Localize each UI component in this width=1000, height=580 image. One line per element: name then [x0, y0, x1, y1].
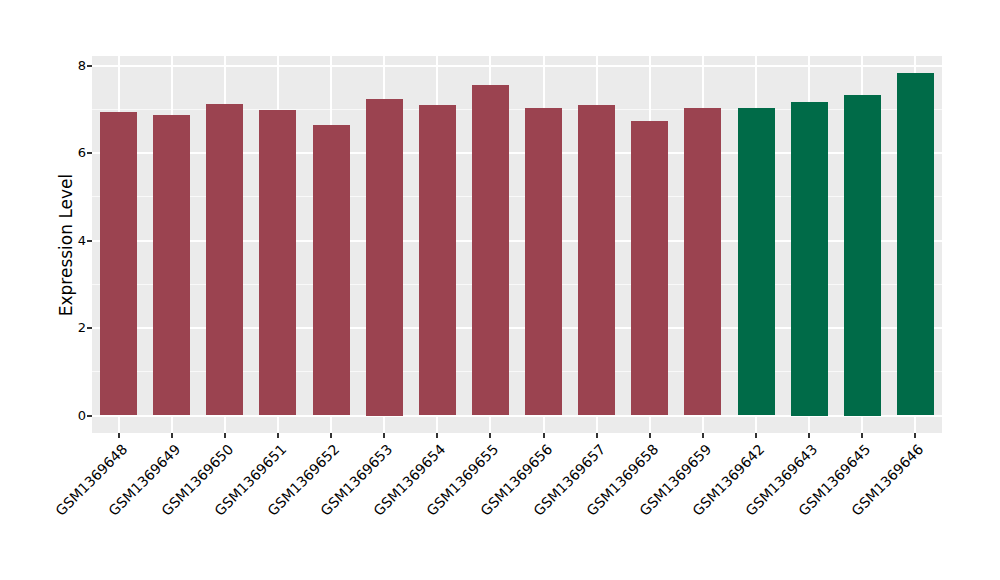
bar-GSM1369643 — [791, 102, 828, 415]
bar-GSM1369659 — [684, 108, 721, 416]
bar-GSM1369658 — [631, 121, 668, 415]
x-tick-label: GSM1369649 — [87, 441, 183, 537]
x-tick-label: GSM1369659 — [618, 441, 714, 537]
bar-GSM1369642 — [738, 108, 775, 416]
y-tick-label: 8 — [58, 57, 86, 75]
x-tick-label: GSM1369654 — [352, 441, 448, 537]
x-tick-mark — [277, 433, 279, 438]
x-tick-label: GSM1369650 — [140, 441, 236, 537]
bar-GSM1369653 — [366, 99, 403, 416]
x-tick-mark — [330, 433, 332, 438]
x-tick-label: GSM1369645 — [777, 441, 873, 537]
y-tick-mark — [87, 327, 92, 329]
x-tick-label: GSM1369646 — [831, 441, 927, 537]
bar-GSM1369654 — [419, 105, 456, 415]
bar-GSM1369650 — [206, 104, 243, 416]
x-tick-mark — [649, 433, 651, 438]
bar-GSM1369651 — [259, 110, 296, 416]
x-tick-mark — [224, 433, 226, 438]
bar-GSM1369655 — [472, 85, 509, 416]
x-tick-label: GSM1369657 — [512, 441, 608, 537]
y-tick-mark — [87, 65, 92, 67]
bar-GSM1369646 — [897, 73, 934, 415]
x-tick-mark — [596, 433, 598, 438]
x-tick-mark — [489, 433, 491, 438]
x-tick-mark — [861, 433, 863, 438]
y-tick-label: 6 — [58, 144, 86, 162]
x-tick-label: GSM1369656 — [459, 441, 555, 537]
bar-GSM1369652 — [313, 125, 350, 416]
x-tick-mark — [543, 433, 545, 438]
y-tick-label: 0 — [58, 407, 86, 425]
y-tick-mark — [87, 152, 92, 154]
gridline-horizontal-major — [92, 65, 942, 67]
x-tick-mark — [755, 433, 757, 438]
x-tick-label: GSM1369642 — [671, 441, 767, 537]
x-tick-label: GSM1369652 — [246, 441, 342, 537]
bar-GSM1369657 — [578, 105, 615, 416]
x-tick-label: GSM1369643 — [724, 441, 820, 537]
x-tick-mark — [171, 433, 173, 438]
x-tick-label: GSM1369655 — [406, 441, 502, 537]
y-tick-label: 2 — [58, 319, 86, 337]
x-tick-mark — [436, 433, 438, 438]
x-tick-mark — [702, 433, 704, 438]
plot-panel — [92, 56, 942, 433]
x-tick-label: GSM1369648 — [34, 441, 130, 537]
x-tick-label: GSM1369651 — [193, 441, 289, 537]
x-tick-mark — [914, 433, 916, 438]
figure: Expression Level 02468GSM1369648GSM13696… — [0, 0, 1000, 580]
x-tick-mark — [808, 433, 810, 438]
y-tick-label: 4 — [58, 232, 86, 250]
bar-GSM1369648 — [100, 112, 137, 416]
bar-GSM1369649 — [153, 115, 190, 415]
x-tick-label: GSM1369653 — [299, 441, 395, 537]
x-tick-label: GSM1369658 — [565, 441, 661, 537]
bar-GSM1369656 — [525, 108, 562, 415]
bar-GSM1369645 — [844, 95, 881, 416]
y-tick-mark — [87, 415, 92, 417]
x-tick-mark — [383, 433, 385, 438]
x-tick-mark — [118, 433, 120, 438]
y-tick-mark — [87, 240, 92, 242]
